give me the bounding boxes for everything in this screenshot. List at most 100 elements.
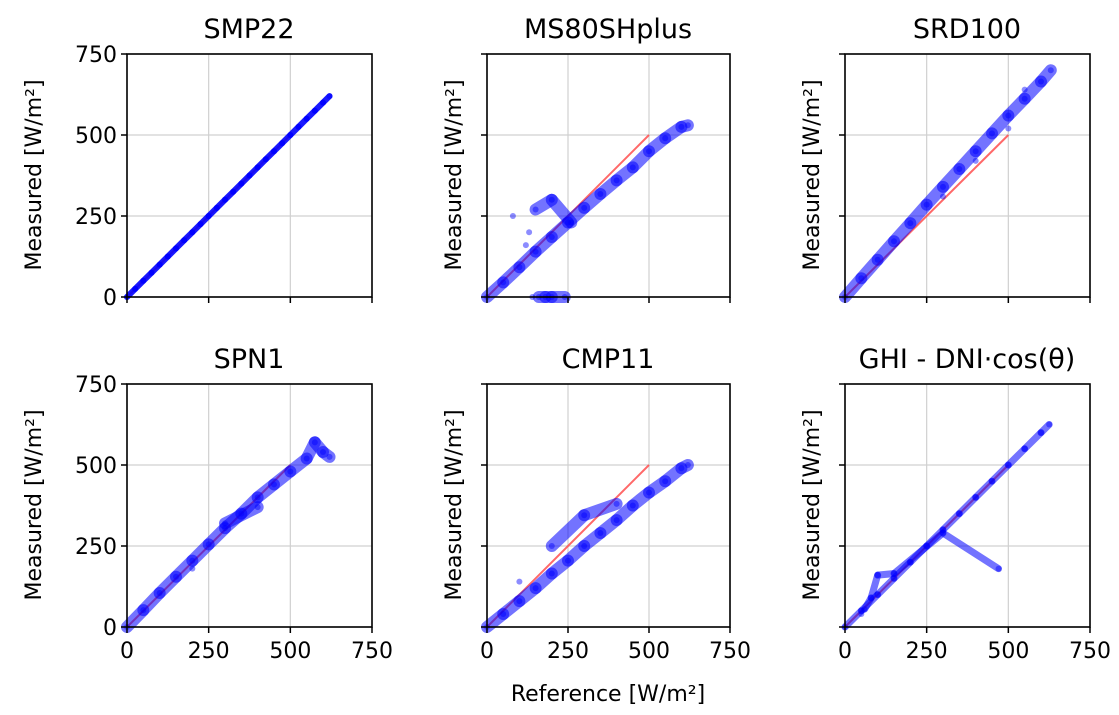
y-tick-label: 0 bbox=[103, 616, 117, 641]
panel-title: MS80SHplus bbox=[524, 14, 692, 45]
data-point bbox=[646, 148, 652, 154]
data-point bbox=[189, 558, 195, 564]
data-point bbox=[614, 517, 620, 523]
y-axis-label: Measured [W/m²] bbox=[22, 409, 47, 600]
trend-band bbox=[943, 533, 999, 569]
data-point bbox=[327, 454, 333, 460]
data-point bbox=[549, 571, 555, 577]
y-tick-label: 250 bbox=[75, 535, 117, 560]
panel-ghi-minus-dni-cos: GHI - DNI·cos(θ) Measured [W/m²] 0 250 500… bbox=[800, 344, 1111, 664]
data-point bbox=[907, 559, 913, 565]
data-point bbox=[956, 511, 962, 517]
data-point bbox=[907, 220, 913, 226]
y-tick-label: 750 bbox=[75, 43, 117, 68]
plot-area bbox=[842, 54, 1090, 300]
data-point bbox=[678, 124, 684, 130]
shared-x-axis-label: Reference [W/m²] bbox=[511, 682, 705, 707]
x-tick-label: 500 bbox=[987, 639, 1029, 664]
data-point bbox=[189, 229, 195, 235]
data-point bbox=[173, 245, 179, 251]
data-point bbox=[875, 572, 881, 578]
data-point bbox=[940, 184, 946, 190]
trend-band bbox=[584, 504, 616, 515]
data-point bbox=[597, 191, 603, 197]
y-axis-label: Measured [W/m²] bbox=[442, 79, 467, 270]
data-point bbox=[157, 590, 163, 596]
data-point bbox=[271, 481, 277, 487]
data-point bbox=[1022, 87, 1028, 93]
data-point bbox=[1038, 79, 1044, 85]
data-point bbox=[858, 275, 864, 281]
x-tick-label: 0 bbox=[120, 639, 134, 664]
data-point bbox=[924, 543, 930, 549]
data-point bbox=[875, 592, 881, 598]
data-point bbox=[510, 213, 516, 219]
data-point bbox=[255, 504, 261, 510]
plot-area bbox=[842, 384, 1090, 630]
data-point bbox=[862, 606, 868, 612]
data-point bbox=[312, 439, 318, 445]
data-point bbox=[568, 219, 574, 225]
y-axis-label: Measured [W/m²] bbox=[800, 79, 825, 270]
data-point bbox=[320, 100, 326, 106]
data-point bbox=[614, 177, 620, 183]
data-point bbox=[630, 164, 636, 170]
data-point bbox=[1046, 422, 1052, 428]
data-point bbox=[973, 148, 979, 154]
data-point bbox=[296, 124, 302, 130]
trend-band bbox=[894, 533, 943, 574]
data-point bbox=[526, 229, 532, 235]
data-point bbox=[989, 478, 995, 484]
y-axis-label: Measured [W/m²] bbox=[442, 409, 467, 600]
data-point bbox=[312, 108, 318, 114]
data-point bbox=[940, 194, 946, 200]
data-point bbox=[549, 197, 555, 203]
data-point bbox=[320, 449, 326, 455]
data-point bbox=[516, 264, 522, 270]
data-point bbox=[173, 574, 179, 580]
panel-title: SRD100 bbox=[913, 14, 1021, 45]
data-point bbox=[140, 607, 146, 613]
data-point bbox=[222, 520, 228, 526]
y-axis-label: Measured [W/m²] bbox=[800, 409, 825, 600]
data-point bbox=[500, 279, 506, 285]
data-point bbox=[523, 242, 529, 248]
x-tick-label: 750 bbox=[1069, 639, 1111, 664]
y-tick-label: 0 bbox=[103, 286, 117, 311]
data-point bbox=[140, 278, 146, 284]
data-point bbox=[1022, 446, 1028, 452]
data-point bbox=[1048, 67, 1054, 73]
y-axis-label: Measured [W/m²] bbox=[22, 79, 47, 270]
panel-srd100: SRD100 Measured [W/m²] bbox=[800, 14, 1090, 303]
panel-title: CMP11 bbox=[562, 344, 655, 375]
data-point bbox=[565, 558, 571, 564]
data-point bbox=[287, 132, 293, 138]
data-point bbox=[533, 249, 539, 255]
x-tick-label: 250 bbox=[547, 639, 589, 664]
data-point bbox=[533, 207, 539, 213]
data-point bbox=[327, 93, 333, 99]
data-point bbox=[1038, 430, 1044, 436]
data-point bbox=[581, 512, 587, 518]
data-point bbox=[973, 158, 979, 164]
panel-smp22: SMP22 Measured [W/m²] 0 250 500 750 bbox=[22, 14, 372, 311]
panel-cmp11: CMP11 Measured [W/m²] 0 250 500 750 bbox=[442, 344, 751, 664]
data-point bbox=[989, 130, 995, 136]
data-point bbox=[206, 541, 212, 547]
data-point bbox=[868, 595, 874, 601]
y-tick-label: 500 bbox=[75, 124, 117, 149]
y-tick-label: 250 bbox=[75, 205, 117, 230]
plot-area bbox=[484, 54, 730, 300]
x-tick-label: 500 bbox=[269, 639, 311, 664]
data-point bbox=[1005, 126, 1011, 132]
data-point bbox=[516, 579, 522, 585]
data-point bbox=[956, 166, 962, 172]
data-point bbox=[279, 140, 285, 146]
data-point bbox=[238, 181, 244, 187]
data-point bbox=[500, 611, 506, 617]
x-tick-label: 0 bbox=[838, 639, 852, 664]
x-tick-label: 250 bbox=[906, 639, 948, 664]
x-tick-label: 500 bbox=[628, 639, 670, 664]
data-point bbox=[230, 189, 236, 195]
